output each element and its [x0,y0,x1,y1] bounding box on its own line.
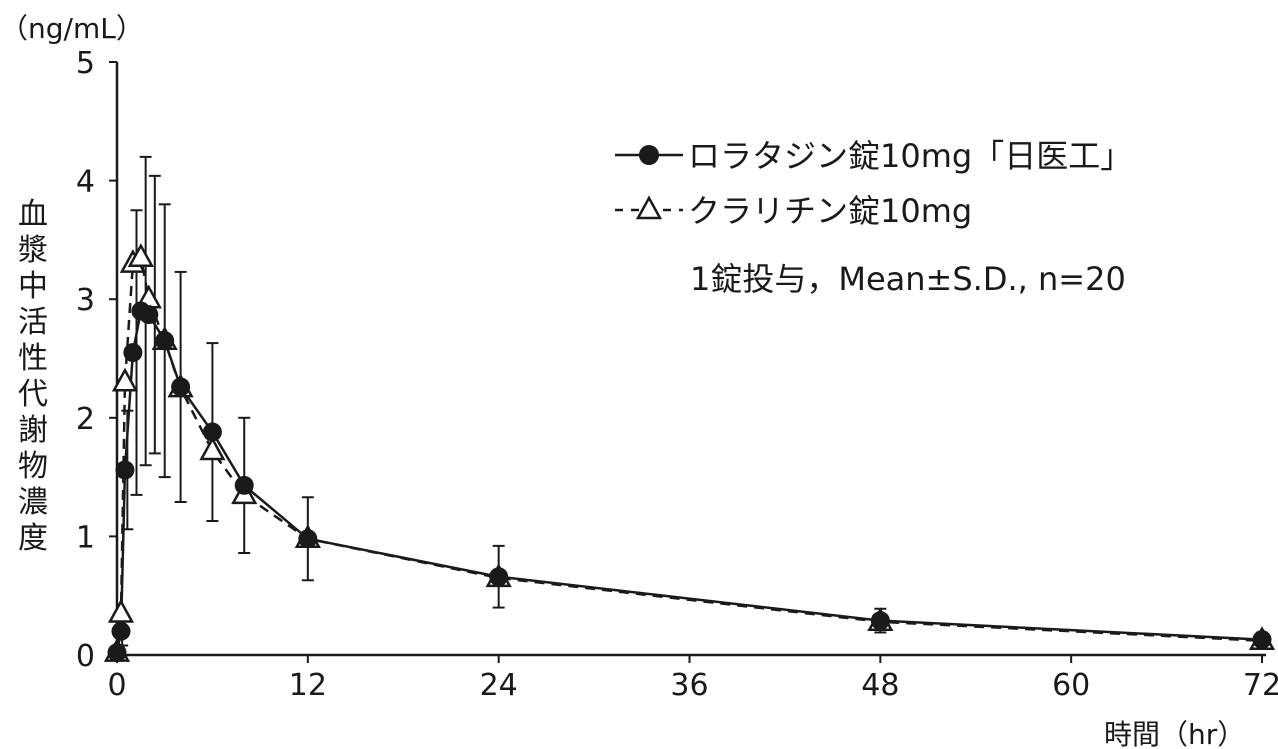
y-tick-label: 2 [76,402,95,437]
series-1-point [489,567,509,587]
x-tick-label: 24 [480,668,518,703]
series-1-line [115,309,1263,653]
series-1-point [139,305,159,325]
y-axis-label-char: 漿 [18,233,48,268]
y-axis-label-char: 活 [18,305,48,340]
legend-entry-series-1: ロラタジン錠10mg「日医工」 [615,137,1132,175]
series-1-point [155,331,175,351]
series-1-point [1252,630,1272,650]
series-1-point [115,460,135,480]
series-2-point [111,367,139,392]
series-2-line [115,255,1263,653]
x-tick-label: 12 [289,668,327,703]
y-tick-label: 1 [76,520,95,555]
x-axis-label: 時間（hr） [1104,718,1245,749]
series-2-point [199,436,226,461]
y-tick-label: 3 [76,283,95,318]
series-1-point [298,529,318,549]
x-tick-label: 0 [107,668,126,703]
legend-label: ロラタジン錠10mg「日医工」 [688,137,1132,175]
y-axis-label-char: 代 [18,377,48,412]
x-tick-label: 48 [861,668,899,703]
legend-label: クラリチン錠10mg [688,192,972,230]
y-axis-label-char: 謝 [18,413,48,448]
legend-note: 1錠投与，Mean±S.D., n=20 [690,260,1126,298]
y-axis-label-char: 物 [18,449,48,484]
x-tick-label: 72 [1243,668,1278,703]
x-tick-label: 36 [670,668,708,703]
y-tick-label: 4 [76,165,95,200]
y-axis-label-char: 度 [18,521,48,556]
y-unit-label: （ng/mL） [0,12,144,45]
y-axis-label-char: 血 [18,197,48,232]
series-1-point [234,475,254,495]
x-tick-label: 60 [1052,668,1090,703]
plot-area [103,155,1276,663]
legend-entry-series-2: クラリチン錠10mg [615,192,972,230]
series-1-point [111,621,131,641]
legend: ロラタジン錠10mg「日医工」 クラリチン錠10mg 1錠投与，Mean±S.D… [615,137,1132,298]
y-axis-label-char: 中 [18,269,48,304]
series-1-point [123,343,143,363]
y-tick-label: 0 [76,639,95,674]
series-2-point [127,243,154,267]
series-1-point [171,377,191,397]
y-tick-label: 5 [76,46,95,81]
series-1-point [870,611,890,631]
y-axis-label-char: 性 [18,341,48,376]
series-1-point [202,422,222,442]
y-axis-label-char: 濃 [18,485,48,520]
series-1-point [107,643,127,663]
series-2-point [107,598,135,623]
